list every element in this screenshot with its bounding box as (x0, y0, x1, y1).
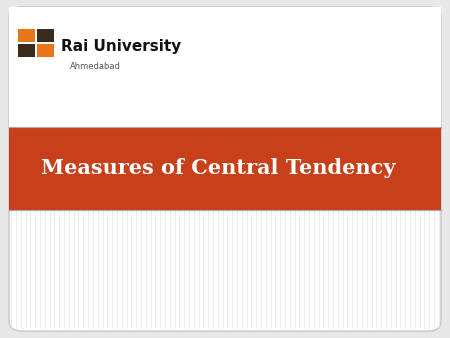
Text: Measures of Central Tendency: Measures of Central Tendency (40, 158, 395, 178)
Text: Ahmedabad: Ahmedabad (69, 62, 121, 71)
FancyBboxPatch shape (9, 7, 441, 331)
Bar (18, 44, 35, 57)
Bar (9, 127, 441, 210)
Bar (18, 29, 35, 42)
Bar (9, 7, 441, 128)
Text: Rai University: Rai University (61, 39, 181, 54)
Bar (37, 29, 54, 42)
Bar (37, 44, 54, 57)
